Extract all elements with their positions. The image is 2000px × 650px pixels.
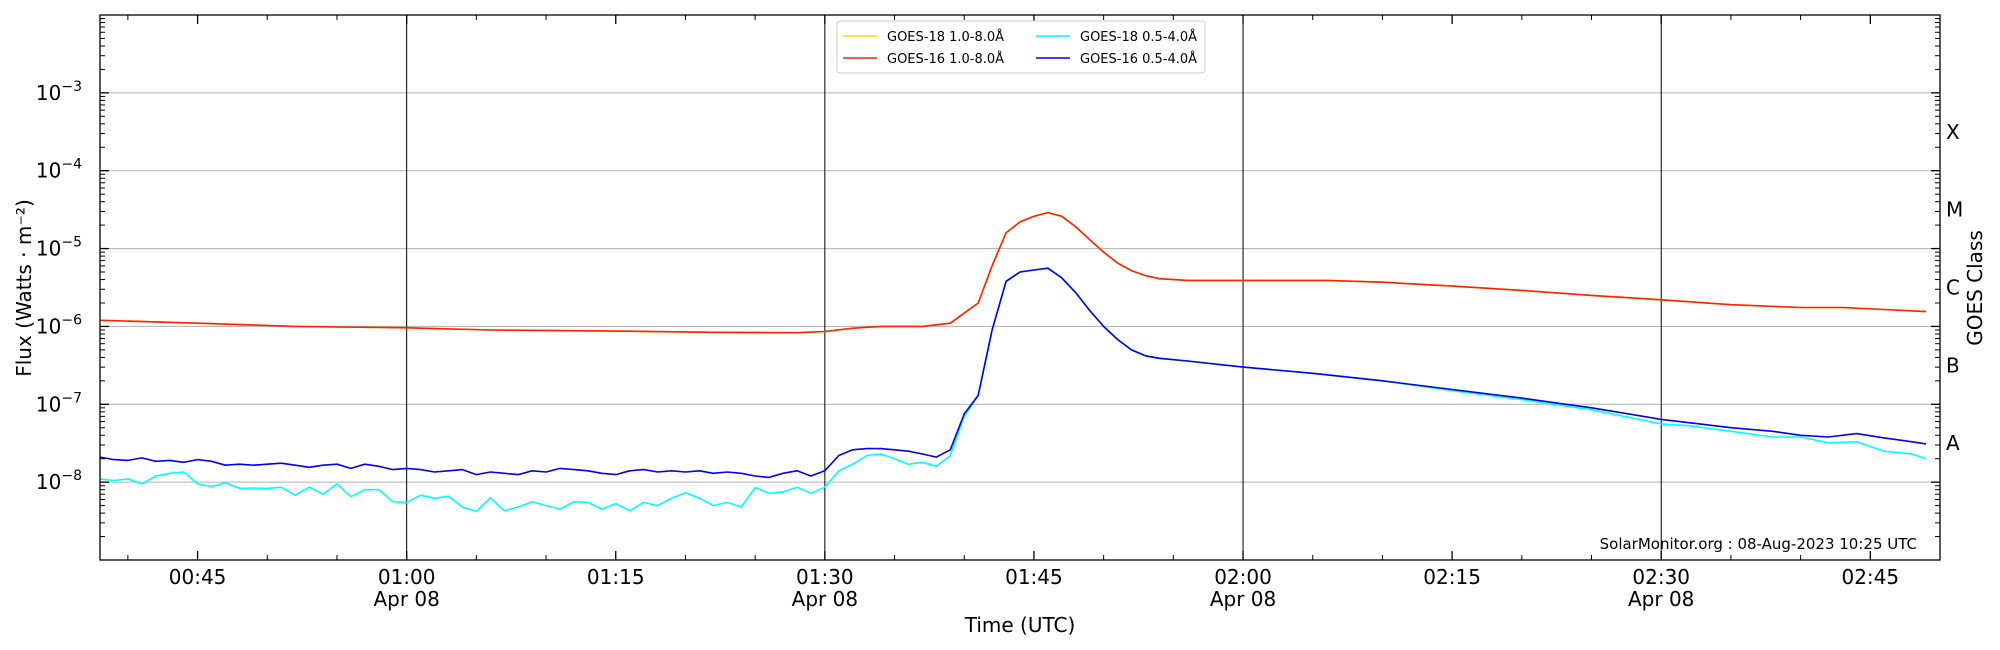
y-tick-exponent: −8 bbox=[61, 468, 82, 484]
plot-frame bbox=[99, 14, 1941, 561]
y-axis-title: Flux (Watts · m⁻²) bbox=[12, 199, 36, 377]
series-line bbox=[99, 211, 1927, 334]
x-axis-title: Time (UTC) bbox=[964, 613, 1076, 637]
goes-class-label: B bbox=[1946, 353, 1960, 377]
right-axis-title: GOES Class bbox=[1963, 230, 1987, 346]
y-tick-label: 10−3 bbox=[36, 79, 82, 105]
x-tick-date-label: Apr 08 bbox=[1210, 587, 1276, 611]
x-tick-label: 00:45 bbox=[169, 565, 227, 589]
series-line bbox=[99, 211, 1927, 334]
y-tick-exponent: −6 bbox=[61, 312, 82, 328]
x-tick-label: 01:45 bbox=[1005, 565, 1063, 589]
goes-class-label: M bbox=[1946, 198, 1963, 222]
x-tick-label: 01:15 bbox=[587, 565, 645, 589]
grid-layer bbox=[100, 15, 1940, 560]
x-tick-label: 01:00 bbox=[378, 565, 436, 589]
x-tick-date-label: Apr 08 bbox=[373, 587, 439, 611]
legend-label: GOES-16 1.0-8.0Å bbox=[887, 51, 1004, 67]
legend-box bbox=[836, 20, 1206, 74]
x-tick-label: 02:45 bbox=[1841, 565, 1899, 589]
x-tick-date-label: Apr 08 bbox=[792, 587, 858, 611]
series-line bbox=[99, 267, 1927, 513]
series-layer bbox=[99, 211, 1927, 513]
legend-label: GOES-18 1.0-8.0Å bbox=[887, 29, 1004, 45]
credit-text: SolarMonitor.org : 08-Aug-2023 10:25 UTC bbox=[1600, 535, 1917, 553]
y-tick-label: 10−8 bbox=[36, 468, 82, 494]
y-tick-label: 10−7 bbox=[36, 390, 82, 416]
x-tick-label: 02:15 bbox=[1423, 565, 1481, 589]
y-tick-base: 10 bbox=[36, 314, 61, 338]
goes-class-label: X bbox=[1946, 120, 1960, 144]
x-tick-label: 02:00 bbox=[1214, 565, 1272, 589]
y-tick-label: 10−6 bbox=[36, 312, 82, 338]
y-tick-label: 10−4 bbox=[36, 157, 82, 183]
legend-label: GOES-16 0.5-4.0Å bbox=[1080, 51, 1197, 67]
series-line bbox=[99, 267, 1927, 479]
y-tick-label: 10−5 bbox=[36, 235, 82, 261]
y-tick-base: 10 bbox=[36, 159, 61, 183]
y-tick-exponent: −4 bbox=[61, 157, 82, 173]
x-tick-date-label: Apr 08 bbox=[1628, 587, 1694, 611]
goes-class-label: A bbox=[1946, 431, 1960, 455]
y-tick-base: 10 bbox=[36, 470, 61, 494]
goes-class-label: C bbox=[1946, 276, 1960, 300]
x-tick-label: 01:30 bbox=[796, 565, 854, 589]
y-tick-base: 10 bbox=[36, 237, 61, 261]
y-tick-base: 10 bbox=[36, 81, 61, 105]
legend: GOES-18 1.0-8.0Å GOES-18 0.5-4.0Å GOES-16 … bbox=[836, 20, 1206, 74]
y-tick-exponent: −5 bbox=[61, 235, 82, 251]
y-tick-base: 10 bbox=[36, 392, 61, 416]
x-tick-label: 02:30 bbox=[1632, 565, 1690, 589]
legend-label: GOES-18 0.5-4.0Å bbox=[1080, 29, 1197, 45]
y-tick-exponent: −7 bbox=[61, 390, 82, 406]
y-tick-exponent: −3 bbox=[61, 79, 82, 95]
